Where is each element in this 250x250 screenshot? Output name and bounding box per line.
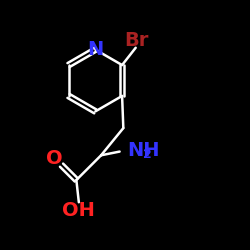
Text: 2: 2	[143, 148, 152, 160]
Text: Br: Br	[125, 31, 149, 50]
Text: N: N	[87, 40, 104, 59]
Text: O: O	[46, 149, 63, 168]
Text: OH: OH	[62, 201, 95, 220]
Text: NH: NH	[127, 141, 160, 160]
